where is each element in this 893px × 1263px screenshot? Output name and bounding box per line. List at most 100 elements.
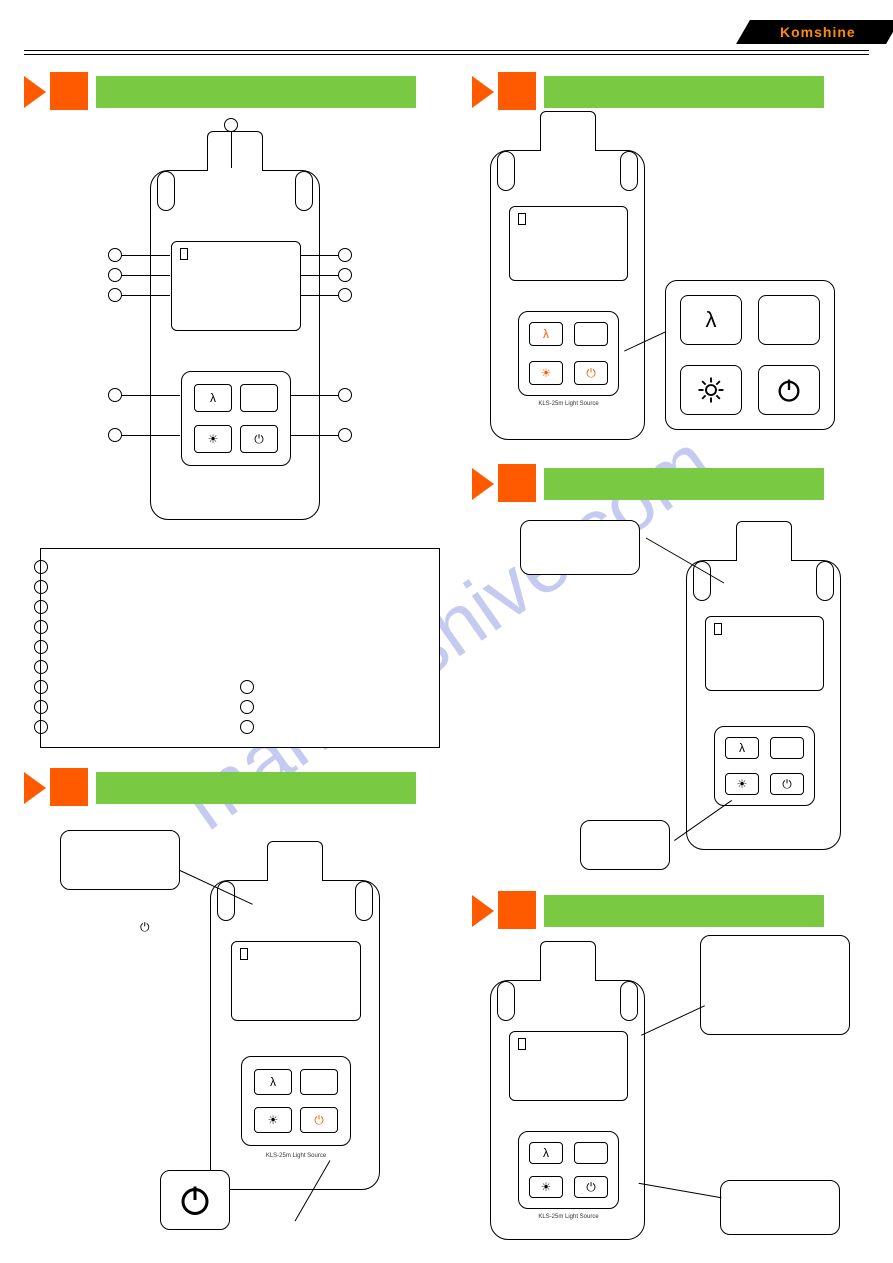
device-ear-left [497,151,515,191]
lambda-button-zoom[interactable]: λ [680,295,742,345]
power-button[interactable]: ⏻ [240,425,278,453]
device-screen [231,941,361,1021]
blank-button[interactable] [240,384,278,412]
section-triangle-icon [24,76,46,108]
power-button[interactable]: ⏻ [770,773,804,795]
callout-6 [338,268,352,282]
list-num-11 [240,700,254,714]
section-square-icon [498,891,536,929]
power-icon [775,376,803,404]
power-button[interactable]: ⏻ [574,1176,608,1198]
section-bar [96,76,416,108]
power-button[interactable]: ⏻ [300,1107,338,1133]
device-keypad: λ ☀ ⏻ KLS-25m Light Source [518,311,619,396]
leader [122,275,170,276]
brand-badge: Komshine [736,20,893,44]
blank-button-zoom[interactable] [758,295,820,345]
device-ear-left [217,881,235,921]
device-diagram-3: λ ☀ ⏻ KLS-25m Light Source [210,880,380,1190]
section-bar [544,76,824,108]
device-label: KLS-25m Light Source [538,1214,598,1220]
device-keypad: λ ☀ ⏻ [181,371,291,466]
section-triangle-icon [24,772,46,804]
section-header-5 [472,895,824,927]
leader [300,255,338,256]
leader [231,132,232,168]
section-square-icon [498,72,536,110]
battery-icon [714,623,722,635]
callout-box-l1 [60,830,180,890]
device-keypad: λ ☀ ⏻ KLS-25m Light Source [241,1056,351,1146]
lambda-button[interactable]: λ [254,1069,292,1095]
lambda-button[interactable]: λ [529,1142,563,1164]
leader [290,435,338,436]
backlight-button[interactable]: ☀ [529,361,563,385]
description-list [40,548,440,748]
device-ear-right [355,881,373,921]
backlight-button[interactable]: ☀ [254,1107,292,1133]
device-screen [509,1031,628,1101]
sun-icon [696,375,726,405]
list-num-12 [240,720,254,734]
device-keypad: λ ☀ ⏻ [714,726,815,806]
brand-text: Komshine [780,24,856,40]
backlight-button[interactable]: ☀ [194,425,232,453]
leader [639,1183,722,1199]
backlight-button[interactable]: ☀ [725,773,759,795]
blank-button[interactable] [574,1142,608,1164]
section-square-icon [50,72,88,110]
device-label: KLS-25m Light Source [538,401,598,407]
device-screen [705,616,824,691]
device-connector [540,941,596,981]
power-button-zoom[interactable] [758,365,820,415]
power-icon [177,1182,213,1218]
power-button-zoom [160,1170,230,1230]
leader [641,1005,705,1035]
callout-9 [108,428,122,442]
list-num-9 [34,720,48,734]
device-screen [171,241,301,331]
section-triangle-icon [472,76,494,108]
leader [300,295,338,296]
lambda-button[interactable]: λ [725,737,759,759]
device-connector [207,131,263,171]
lambda-button[interactable]: λ [529,322,563,346]
device-screen [509,206,628,281]
power-icon-small: ⏻ [140,920,150,935]
section-bar [96,772,416,804]
callout-4 [108,288,122,302]
lambda-button[interactable]: λ [194,384,232,412]
callout-8 [108,388,122,402]
callout-5 [338,248,352,262]
callout-box-r2 [580,820,670,870]
leader [122,255,170,256]
callout-box-r1 [520,520,640,575]
list-num-5 [34,640,48,654]
backlight-button[interactable]: ☀ [529,1176,563,1198]
device-connector [540,111,596,151]
callout-1 [224,118,238,132]
section-triangle-icon [472,468,494,500]
leader [122,395,180,396]
device-diagram-5: λ ☀ ⏻ KLS-25m Light Source [490,980,645,1240]
callout-box-r4 [720,1180,840,1235]
list-num-7 [34,680,48,694]
device-ear-right [816,561,834,601]
device-ear-left [157,171,175,211]
device-ear-right [620,981,638,1021]
blank-button[interactable] [574,322,608,346]
header-rule-2 [24,54,869,55]
section-bar [544,468,824,500]
section-header-4 [472,468,824,500]
blank-button[interactable] [300,1069,338,1095]
backlight-button-zoom[interactable] [680,365,742,415]
list-num-6 [34,660,48,674]
section-triangle-icon [472,895,494,927]
section-header-3 [24,772,416,804]
power-button[interactable]: ⏻ [574,361,608,385]
device-connector [267,841,323,881]
device-ear-left [497,981,515,1021]
blank-button[interactable] [770,737,804,759]
callout-3 [108,268,122,282]
callout-11 [338,428,352,442]
